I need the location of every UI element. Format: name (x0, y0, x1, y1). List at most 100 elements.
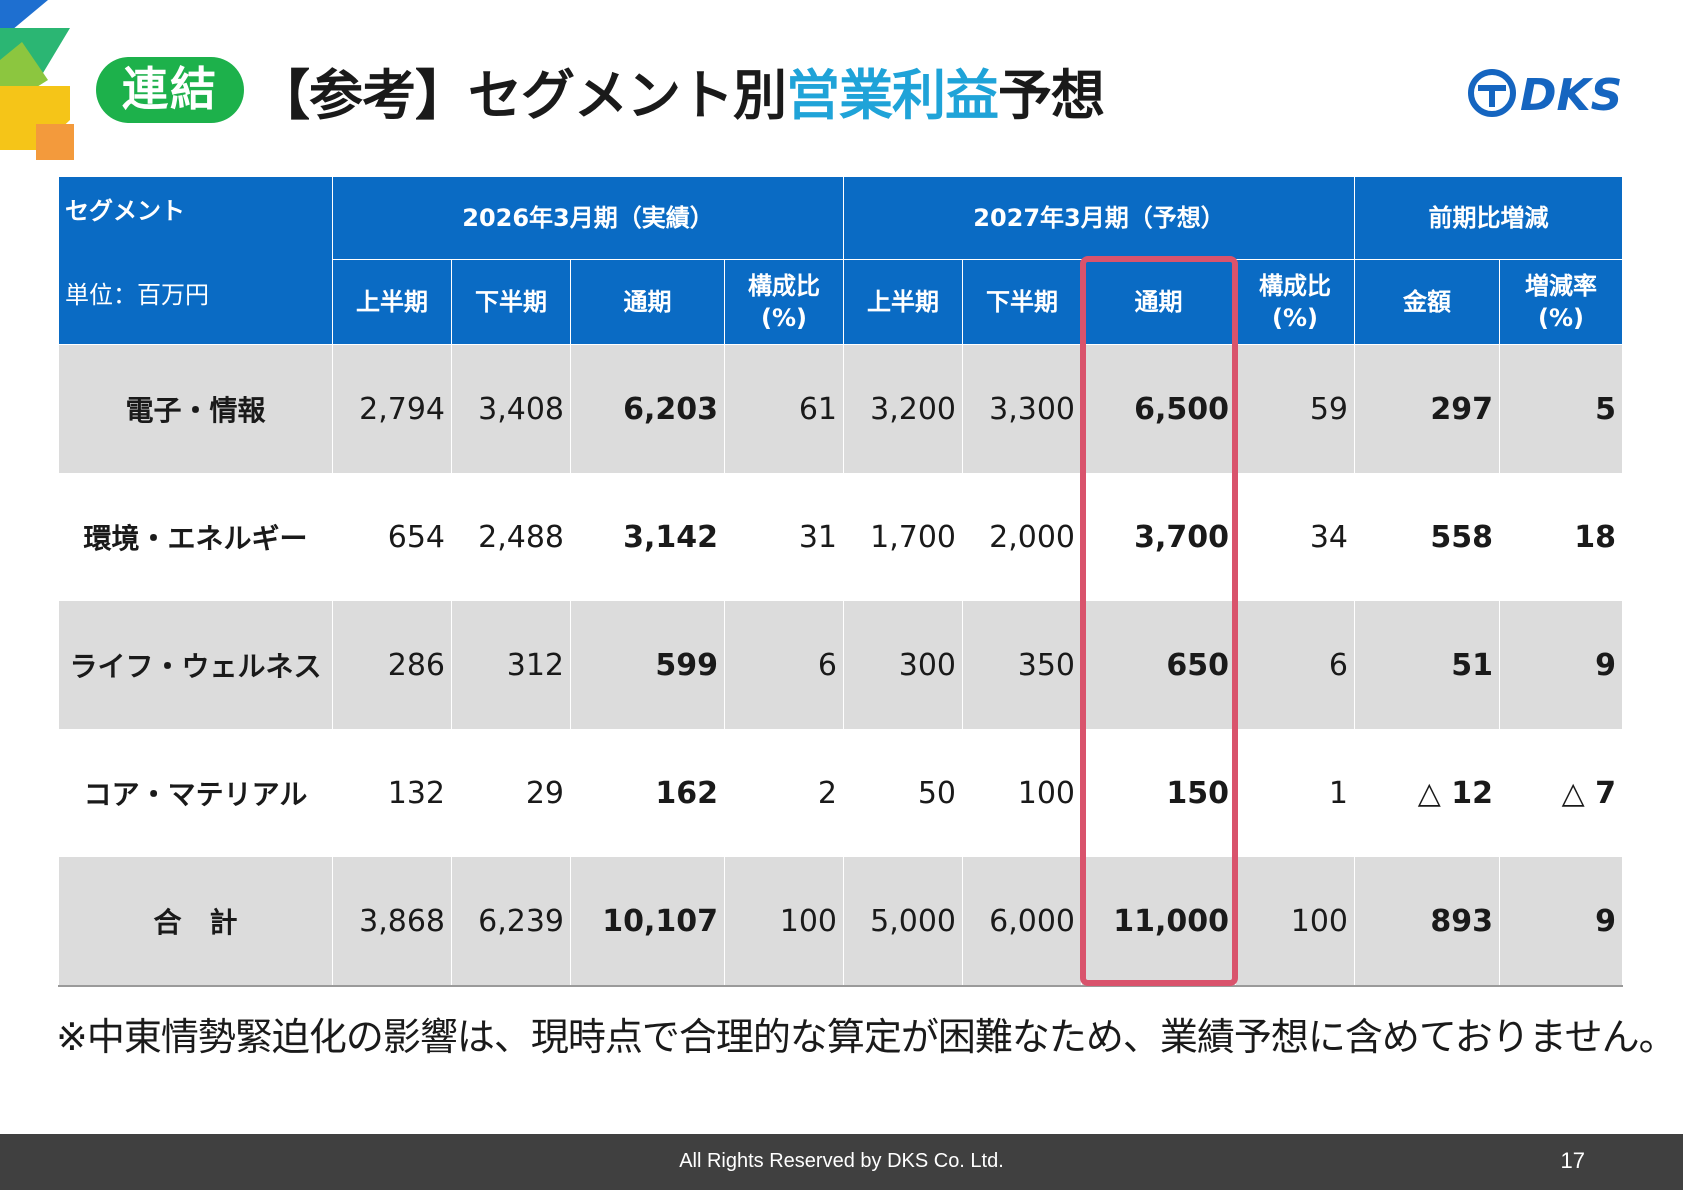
table-cell: 297 (1354, 344, 1500, 473)
subheader-cell: 上半期 (843, 259, 963, 345)
segment-header-label: セグメント (65, 197, 185, 225)
table-cell: 6,500 (1081, 344, 1236, 473)
table-cell: 6,203 (570, 344, 725, 473)
title-highlight: 営業利益 (786, 63, 999, 127)
subheader-cell: 上半期 (332, 259, 452, 345)
table-cell: 6,000 (962, 857, 1082, 987)
table-cell: 2,488 (451, 473, 571, 601)
subheader-cell: 構成比 (%) (1235, 259, 1355, 345)
table-cell: 650 (1081, 601, 1236, 729)
title-prefix: 【参考】セグメント別 (256, 63, 787, 127)
table-cell: 3,868 (332, 857, 452, 987)
table-cell: 9 (1499, 601, 1623, 729)
segment-name: 電子・情報 (58, 344, 333, 473)
subheader-text: (%) (1272, 304, 1318, 332)
table-cell: 1,700 (843, 473, 963, 601)
table-cell: 893 (1354, 857, 1500, 987)
segment-name: ライフ・ウェルネス (58, 601, 333, 729)
subheader-cell: 増減率 (%) (1499, 259, 1623, 345)
subheader-text: (%) (1538, 304, 1584, 332)
subheader-text: 通期 (623, 288, 672, 316)
footnote: ※中東情勢緊迫化の影響は、現時点で合理的な算定が困難なため、業績予想に含めており… (56, 1015, 1677, 1059)
table-cell: 59 (1235, 344, 1355, 473)
table-cell: 6,239 (451, 857, 571, 987)
table-cell: 2,794 (332, 344, 452, 473)
table-cell: 312 (451, 601, 571, 729)
subheader-text: 金額 (1403, 288, 1451, 316)
table-cell: 50 (843, 729, 963, 857)
subheader-text: 通期 (1134, 288, 1183, 316)
table-cell: 2,000 (962, 473, 1082, 601)
table-cell: 31 (724, 473, 844, 601)
segment-header: セグメント 単位：百万円 (58, 176, 333, 345)
page-title: 【参考】セグメント別営業利益予想 (256, 51, 1105, 130)
segment-operating-profit-table: セグメント 単位：百万円 2026年3月期（実績） 2027年3月期（予想） 前… (58, 176, 1623, 987)
table-cell: 558 (1354, 473, 1500, 601)
table-cell: 150 (1081, 729, 1236, 857)
table-cell: 300 (843, 601, 963, 729)
consolidated-badge: 連結 (96, 57, 244, 123)
unit-label: 単位：百万円 (65, 281, 209, 309)
table-row: ライフ・ウェルネス 286 312 599 6 300 350 650 6 51 9 (58, 601, 1623, 729)
segment-name: 合 計 (58, 857, 333, 987)
table-cell: 18 (1499, 473, 1623, 601)
subheader-text: 上半期 (867, 288, 939, 316)
title-suffix: 予想 (998, 63, 1105, 127)
table-cell: 3,300 (962, 344, 1082, 473)
logo-text: DKS (1520, 70, 1622, 121)
table-row: コア・マテリアル 132 29 162 2 50 100 150 1 △ 12 △ 7 (58, 729, 1623, 857)
copyright-text: All Rights Reserved by DKS Co. Ltd. (679, 1150, 1004, 1172)
table-cell: 10,107 (570, 857, 725, 987)
table-cell: 5,000 (843, 857, 963, 987)
segment-name: 環境・エネルギー (58, 473, 333, 601)
table-cell: 3,200 (843, 344, 963, 473)
group-header-fy2027: 2027年3月期（予想） (843, 176, 1355, 260)
page-number: 17 (1560, 1148, 1585, 1173)
table-cell: 162 (570, 729, 725, 857)
table-cell: 9 (1499, 857, 1623, 987)
footer-bar: All Rights Reserved by DKS Co. Ltd. 17 (0, 1134, 1683, 1190)
table-cell: 599 (570, 601, 725, 729)
subheader-text: (%) (761, 304, 807, 332)
table-cell: 3,142 (570, 473, 725, 601)
table-cell: 29 (451, 729, 571, 857)
subheader-text: 構成比 (748, 272, 820, 300)
table-cell: 100 (724, 857, 844, 987)
group-header-fy2026: 2026年3月期（実績） (332, 176, 844, 260)
table-row: 環境・エネルギー 654 2,488 3,142 31 1,700 2,000 3,700 34… (58, 473, 1623, 601)
group-header-yoy: 前期比増減 (1354, 176, 1623, 260)
subheader-cell: 下半期 (451, 259, 571, 345)
subheader-cell: 通期 (570, 259, 725, 345)
table-cell: 6 (1235, 601, 1355, 729)
table-cell: 3,408 (451, 344, 571, 473)
table-cell: 286 (332, 601, 452, 729)
subheader-text: 下半期 (475, 288, 547, 316)
subheader-text: 構成比 (1259, 272, 1331, 300)
subheader-text: 増減率 (1525, 272, 1597, 300)
table-cell: 34 (1235, 473, 1355, 601)
table-cell: 51 (1354, 601, 1500, 729)
table-cell: △ 7 (1499, 729, 1623, 857)
table-cell: 61 (724, 344, 844, 473)
table-cell: 3,700 (1081, 473, 1236, 601)
table-cell: 1 (1235, 729, 1355, 857)
subheader-text: 下半期 (986, 288, 1058, 316)
subheader-cell: 構成比 (%) (724, 259, 844, 345)
table-cell: 132 (332, 729, 452, 857)
corner-decoration (0, 0, 74, 160)
table-cell: 654 (332, 473, 452, 601)
table-row: 合 計 3,868 6,239 10,107 100 5,000 6,000 11,000 10… (58, 857, 1623, 987)
table-cell: 100 (962, 729, 1082, 857)
segment-name: コア・マテリアル (58, 729, 333, 857)
subheader-text: 上半期 (356, 288, 428, 316)
table-cell: 6 (724, 601, 844, 729)
subheader-cell: 金額 (1354, 259, 1500, 345)
title-row: 連結 【参考】セグメント別営業利益予想 (96, 51, 1105, 130)
table-cell: 350 (962, 601, 1082, 729)
subheader-cell: 下半期 (962, 259, 1082, 345)
dks-logo: DKS (1468, 69, 1622, 121)
table-cell: 100 (1235, 857, 1355, 987)
table-cell: △ 12 (1354, 729, 1500, 857)
subheader-cell: 通期 (1081, 259, 1236, 345)
table-cell: 5 (1499, 344, 1623, 473)
